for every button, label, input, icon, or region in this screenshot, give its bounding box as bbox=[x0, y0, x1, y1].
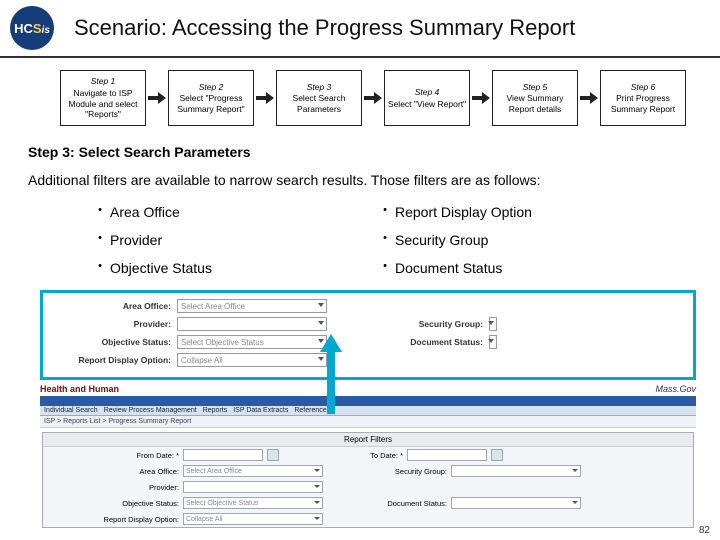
tab-isp-data[interactable]: ISP Data Extracts bbox=[233, 407, 288, 414]
filter-item: •Document Status bbox=[375, 254, 660, 282]
fp-objective-status-select[interactable]: Select Objective Status bbox=[183, 497, 323, 509]
header: HCSis Scenario: Accessing the Progress S… bbox=[0, 0, 720, 58]
section-heading: Step 3: Select Search Parameters bbox=[0, 140, 720, 168]
app-primary-tabs bbox=[40, 396, 696, 406]
fp-security-group-select[interactable] bbox=[451, 465, 581, 477]
screenshot-area: Area Office: Select Area Office Provider… bbox=[0, 290, 720, 528]
fp-document-status-select[interactable] bbox=[451, 497, 581, 509]
filter-columns: •Area Office •Provider •Objective Status… bbox=[0, 198, 720, 290]
objective-status-select[interactable]: Select Objective Status bbox=[177, 335, 327, 349]
section-subtext: Additional filters are available to narr… bbox=[0, 168, 720, 198]
page-number: 82 bbox=[699, 525, 710, 536]
filter-item: •Report Display Option bbox=[375, 198, 660, 226]
logo: HCSis bbox=[10, 6, 68, 50]
to-date-input[interactable] bbox=[407, 449, 487, 461]
breadcrumb: ISP > Reports List > Progress Summary Re… bbox=[40, 416, 696, 428]
filter-item: •Objective Status bbox=[90, 254, 375, 282]
step-arrow-icon bbox=[254, 91, 276, 105]
step-arrow-icon bbox=[470, 91, 492, 105]
step-6: Step 6 Print Progress Summary Report bbox=[600, 70, 686, 126]
logo-prefix: HC bbox=[14, 21, 33, 36]
page-title: Scenario: Accessing the Progress Summary… bbox=[74, 15, 575, 41]
logo-suffix: is bbox=[42, 25, 50, 36]
step-arrow-icon bbox=[362, 91, 384, 105]
filter-item: •Area Office bbox=[90, 198, 375, 226]
document-status-select[interactable] bbox=[489, 335, 497, 349]
highlight-panel: Area Office: Select Area Office Provider… bbox=[40, 290, 696, 380]
report-filters-panel: Report Filters From Date: * To Date: * A… bbox=[42, 432, 694, 528]
tab-review-process[interactable]: Review Process Management bbox=[104, 407, 197, 414]
step-3: Step 3 Select Search Parameters bbox=[276, 70, 362, 126]
from-date-input[interactable] bbox=[183, 449, 263, 461]
calendar-icon[interactable] bbox=[267, 449, 279, 461]
step-2: Step 2 Select "Progress Summary Report" bbox=[168, 70, 254, 126]
tab-reports[interactable]: Reports bbox=[203, 407, 228, 414]
step-4: Step 4 Select "View Report" bbox=[384, 70, 470, 126]
fp-report-display-select[interactable]: Collapse All bbox=[183, 513, 323, 525]
step-arrow-icon bbox=[578, 91, 600, 105]
callout-arrow-icon bbox=[320, 334, 342, 419]
fp-provider-select[interactable] bbox=[183, 481, 323, 493]
filter-item: •Security Group bbox=[375, 226, 660, 254]
step-5: Step 5 View Summary Report details bbox=[492, 70, 578, 126]
step-1: Step 1 Navigate to ISP Module and select… bbox=[60, 70, 146, 126]
tab-individual-search[interactable]: Individual Search bbox=[44, 407, 98, 414]
logo-s: S bbox=[33, 21, 42, 36]
filter-item: •Provider bbox=[90, 226, 375, 254]
report-display-option-select[interactable]: Collapse All bbox=[177, 353, 327, 367]
security-group-select[interactable] bbox=[489, 317, 497, 331]
step-arrow-icon bbox=[146, 91, 168, 105]
fp-area-office-select[interactable]: Select Area Office bbox=[183, 465, 323, 477]
steps-row: Step 1 Navigate to ISP Module and select… bbox=[0, 58, 720, 140]
app-brand-bar: Health and Human Mass.Gov bbox=[40, 384, 696, 394]
area-office-select[interactable]: Select Area Office bbox=[177, 299, 327, 313]
app-secondary-tabs: Individual Search Review Process Managem… bbox=[40, 406, 696, 416]
calendar-icon[interactable] bbox=[491, 449, 503, 461]
provider-select[interactable] bbox=[177, 317, 327, 331]
